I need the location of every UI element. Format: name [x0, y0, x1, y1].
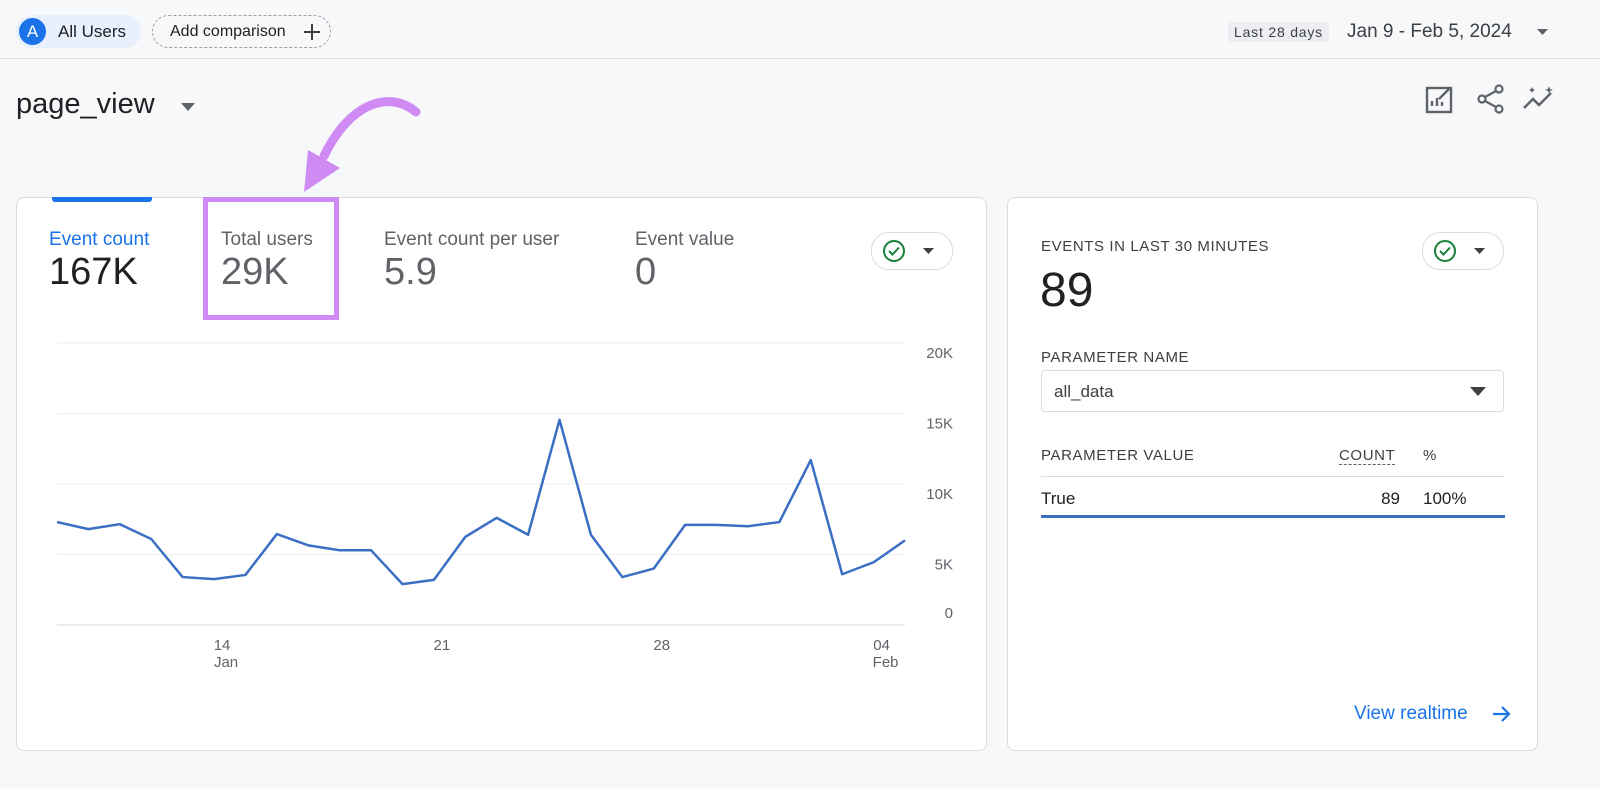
check-icon [883, 240, 934, 262]
date-range[interactable]: Jan 9 - Feb 5, 2024 [1347, 21, 1512, 42]
x-tick-label: 14 [214, 637, 231, 654]
metric-value: 167K [49, 251, 138, 293]
page-title: page_view [16, 88, 155, 120]
parameter-select-value: all_data [1054, 382, 1114, 401]
metric-label: Event count [49, 229, 150, 250]
metric-value: 0 [635, 251, 657, 293]
annotation-arrow [304, 97, 421, 192]
y-tick-label: 20K [926, 345, 953, 362]
date-range-label: Last 28 days [1228, 22, 1329, 42]
metrics-card [16, 197, 987, 751]
view-realtime-link[interactable]: View realtime [1354, 703, 1468, 724]
metric-tab[interactable]: Event count 167K [49, 229, 149, 294]
segment-badge: A [19, 18, 46, 45]
metric-value: 5.9 [384, 251, 437, 293]
select-arrow [1470, 387, 1486, 396]
y-tick-label: 15K [926, 415, 953, 432]
metric-value: 29K [221, 251, 289, 293]
segment-chip[interactable]: A All Users [16, 15, 141, 48]
metric-tab[interactable]: Event count per user 5.9 [384, 229, 559, 294]
table-cell: 100% [1423, 489, 1467, 508]
add-comparison-button[interactable]: Add comparison [152, 15, 331, 48]
table-header: % [1423, 447, 1437, 464]
y-tick-label: 0 [945, 605, 953, 622]
plus-icon [304, 24, 320, 40]
metric-label: Event count per user [384, 229, 560, 250]
parameter-name-label: PARAMETER NAME [1041, 349, 1190, 366]
title-dropdown-icon[interactable] [180, 102, 196, 112]
active-tab-indicator [52, 197, 152, 202]
realtime-card [1007, 197, 1538, 751]
arrow-icon[interactable] [1492, 705, 1512, 723]
table-divider [1041, 476, 1504, 477]
x-month-label: Jan [214, 654, 238, 671]
metric-tab[interactable]: Event value 0 [635, 229, 734, 294]
status-dropdown[interactable] [871, 232, 953, 270]
x-tick-label: 28 [653, 637, 670, 654]
realtime-title: EVENTS IN LAST 30 MINUTES [1041, 238, 1270, 255]
date-dropdown-icon[interactable] [1536, 28, 1550, 37]
table-header: PARAMETER VALUE [1041, 447, 1195, 464]
divider [0, 58, 1600, 59]
annotation-box [203, 197, 339, 320]
x-month-label: Feb [873, 654, 899, 671]
y-tick-label: 10K [926, 486, 953, 503]
realtime-value: 89 [1040, 264, 1094, 317]
table-cell: 89 [1381, 489, 1400, 508]
metric-tab[interactable]: Total users 29K [221, 229, 313, 294]
check-icon [1434, 240, 1485, 262]
add-comparison-label: Add comparison [170, 23, 286, 40]
series-line [56, 418, 906, 586]
segment-name: All Users [58, 22, 127, 41]
share-bar [1041, 515, 1505, 518]
status-dropdown[interactable] [1422, 232, 1504, 270]
x-tick-label: 21 [434, 637, 451, 654]
share-icon[interactable] [1476, 84, 1506, 114]
metric-label: Total users [221, 229, 313, 250]
x-tick-label: 04 [873, 637, 890, 654]
table-cell: True [1041, 489, 1076, 508]
customize-icon[interactable] [1424, 84, 1456, 114]
y-tick-label: 5K [935, 556, 953, 573]
metric-label: Event value [635, 229, 735, 250]
insights-icon[interactable] [1522, 84, 1558, 114]
parameter-select[interactable]: all_data [1041, 370, 1504, 412]
table-header[interactable]: COUNT [1339, 447, 1396, 465]
